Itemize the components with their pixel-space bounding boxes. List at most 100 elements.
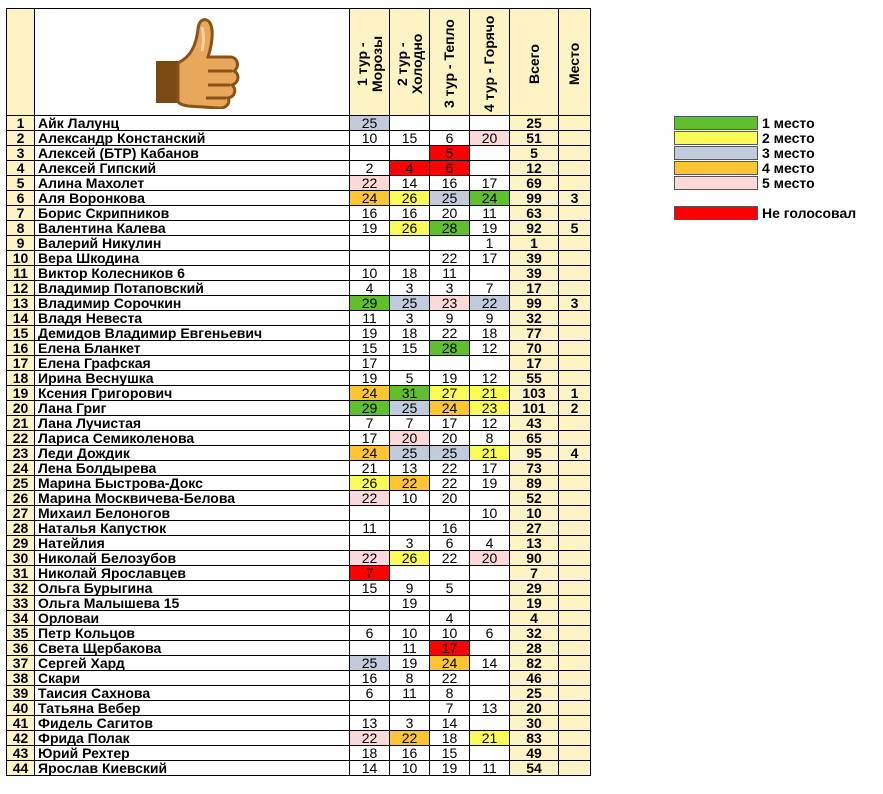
participant-name: Елена Графская bbox=[34, 355, 350, 371]
tour-3-score: 5 bbox=[429, 580, 470, 596]
total-score: 17 bbox=[509, 355, 559, 371]
tour-4-score: 12 bbox=[469, 340, 510, 356]
tour-3-score bbox=[429, 595, 470, 611]
total-score: 92 bbox=[509, 220, 559, 236]
place bbox=[558, 715, 591, 731]
row-number: 43 bbox=[6, 745, 35, 761]
total-score: 46 bbox=[509, 670, 559, 686]
tour-4-score: 21 bbox=[469, 385, 510, 401]
header-row: 1 тур - Морозы 2 тур - Холодно 3 тур - Т… bbox=[6, 8, 591, 116]
table-row: 42 Фрида Полак 22 22 18 21 83 bbox=[6, 730, 591, 746]
participant-name: Валентина Калева bbox=[34, 220, 350, 236]
tour-3-score: 22 bbox=[429, 475, 470, 491]
total-score: 28 bbox=[509, 640, 559, 656]
table-row: 24 Лена Болдырева 21 13 22 17 73 bbox=[6, 460, 591, 476]
place bbox=[558, 115, 591, 131]
header-place: Место bbox=[558, 8, 591, 116]
tour-3-score: 17 bbox=[429, 415, 470, 431]
table-row: 6 Аля Воронкова 24 26 25 24 99 3 bbox=[6, 190, 591, 206]
tour-2-score bbox=[389, 700, 430, 716]
participant-name: Ольга Малышева 15 bbox=[34, 595, 350, 611]
participant-name: Айк Лалунц bbox=[34, 115, 350, 131]
place bbox=[558, 460, 591, 476]
row-number: 39 bbox=[6, 685, 35, 701]
tour-4-score bbox=[469, 745, 510, 761]
total-score: 70 bbox=[509, 340, 559, 356]
row-number: 5 bbox=[6, 175, 35, 191]
tour-2-score: 19 bbox=[389, 655, 430, 671]
total-score: 1 bbox=[509, 235, 559, 251]
tour-2-score: 25 bbox=[389, 445, 430, 461]
tour-2-score: 19 bbox=[389, 595, 430, 611]
total-score: 101 bbox=[509, 400, 559, 416]
tour-2-score: 10 bbox=[389, 490, 430, 506]
place bbox=[558, 235, 591, 251]
header-tour-1: 1 тур - Морозы bbox=[349, 8, 390, 116]
legend-item: 1 место bbox=[674, 115, 883, 131]
participant-name: Николай Белозубов bbox=[34, 550, 350, 566]
row-number: 33 bbox=[6, 595, 35, 611]
legend-not-voted: Не голосовал bbox=[674, 205, 883, 221]
tour-4-score: 12 bbox=[469, 415, 510, 431]
tour-3-score bbox=[429, 115, 470, 131]
tour-3-score: 11 bbox=[429, 265, 470, 281]
total-score: 17 bbox=[509, 280, 559, 296]
table-row: 31 Николай Ярославцев 7 7 bbox=[6, 565, 591, 581]
tour-2-score: 3 bbox=[389, 280, 430, 296]
tour-4-score: 17 bbox=[469, 175, 510, 191]
tour-3-score: 6 bbox=[429, 130, 470, 146]
total-score: 10 bbox=[509, 505, 559, 521]
place bbox=[558, 175, 591, 191]
tour-4-score: 11 bbox=[469, 205, 510, 221]
legend-item: 4 место bbox=[674, 160, 883, 176]
header-tour-2: 2 тур - Холодно bbox=[389, 8, 430, 116]
header-tour-4: 4 тур - Горячо bbox=[469, 8, 510, 116]
tour-1-score bbox=[349, 610, 390, 626]
participant-name: Михаил Белоногов bbox=[34, 505, 350, 521]
tour-4-score: 17 bbox=[469, 460, 510, 476]
table-row: 30 Николай Белозубов 22 26 22 20 90 bbox=[6, 550, 591, 566]
place bbox=[558, 415, 591, 431]
tour-4-score: 23 bbox=[469, 400, 510, 416]
header-tour-2-label: 2 тур - Холодно bbox=[393, 33, 425, 95]
place bbox=[558, 145, 591, 161]
tour-3-score: 19 bbox=[429, 760, 470, 776]
participant-name: Аля Воронкова bbox=[34, 190, 350, 206]
total-score: 51 bbox=[509, 130, 559, 146]
participant-name: Сергей Хард bbox=[34, 655, 350, 671]
tour-1-score: 16 bbox=[349, 205, 390, 221]
total-score: 43 bbox=[509, 415, 559, 431]
participant-name: Лана Григ bbox=[34, 400, 350, 416]
legend-swatch bbox=[674, 116, 758, 130]
tour-4-score: 9 bbox=[469, 310, 510, 326]
row-number: 10 bbox=[6, 250, 35, 266]
total-score: 90 bbox=[509, 550, 559, 566]
tour-1-score bbox=[349, 595, 390, 611]
total-score: 103 bbox=[509, 385, 559, 401]
tour-2-score: 9 bbox=[389, 580, 430, 596]
place: 1 bbox=[558, 385, 591, 401]
tour-3-score: 19 bbox=[429, 370, 470, 386]
participant-name: Владимир Потаповский bbox=[34, 280, 350, 296]
tour-2-score bbox=[389, 505, 430, 521]
table-row: 44 Ярослав Киевский 14 10 19 11 54 bbox=[6, 760, 591, 776]
table-row: 26 Марина Москвичева-Белова 22 10 20 52 bbox=[6, 490, 591, 506]
participant-name: Татьяна Вебер bbox=[34, 700, 350, 716]
row-number: 27 bbox=[6, 505, 35, 521]
tour-4-score: 19 bbox=[469, 475, 510, 491]
place bbox=[558, 340, 591, 356]
participant-name: Марина Москвичева-Белова bbox=[34, 490, 350, 506]
place bbox=[558, 760, 591, 776]
tour-2-score: 25 bbox=[389, 400, 430, 416]
tour-3-score bbox=[429, 565, 470, 581]
tour-3-score: 22 bbox=[429, 670, 470, 686]
place bbox=[558, 595, 591, 611]
tour-2-score: 18 bbox=[389, 325, 430, 341]
tour-3-score: 5 bbox=[429, 145, 470, 161]
tour-3-score: 28 bbox=[429, 220, 470, 236]
row-number: 31 bbox=[6, 565, 35, 581]
table-row: 19 Ксения Григорович 24 31 27 21 103 1 bbox=[6, 385, 591, 401]
tour-4-score bbox=[469, 115, 510, 131]
place bbox=[558, 535, 591, 551]
row-number: 9 bbox=[6, 235, 35, 251]
